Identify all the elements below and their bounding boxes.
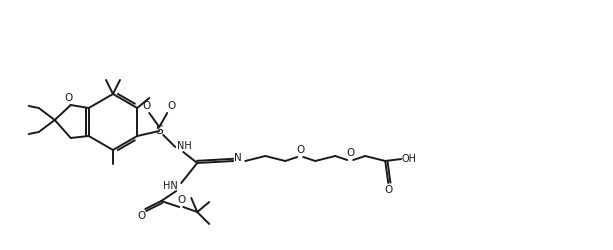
Text: O: O — [137, 211, 145, 221]
Text: HN: HN — [163, 181, 178, 191]
Text: O: O — [177, 195, 185, 205]
Text: O: O — [167, 101, 175, 111]
Text: O: O — [296, 145, 305, 155]
Text: NH: NH — [177, 141, 192, 151]
Text: OH: OH — [402, 154, 417, 164]
Text: N: N — [234, 153, 242, 163]
Text: O: O — [384, 185, 392, 195]
Text: O: O — [346, 148, 354, 158]
Text: O: O — [142, 101, 150, 111]
Text: O: O — [64, 93, 73, 103]
Text: S: S — [155, 124, 163, 138]
